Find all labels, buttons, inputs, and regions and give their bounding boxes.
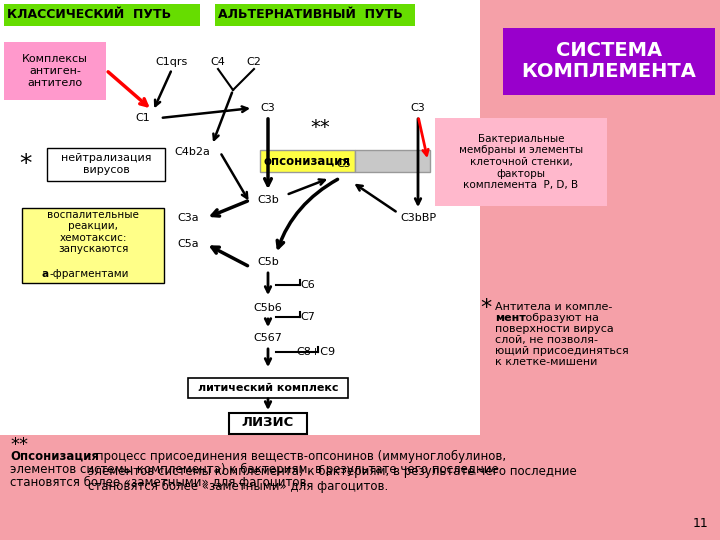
Text: C1qrs: C1qrs [156, 57, 188, 67]
Text: *: * [19, 152, 31, 176]
Text: C3: C3 [410, 103, 426, 113]
Text: C8+C9: C8+C9 [297, 347, 336, 357]
Text: Опсонизация: Опсонизация [10, 450, 99, 463]
Text: Антитела и компле-: Антитела и компле- [495, 302, 613, 312]
Text: АЛЬТЕРНАТИВНЫЙ  ПУТЬ: АЛЬТЕРНАТИВНЫЙ ПУТЬ [218, 9, 402, 22]
Text: C5: C5 [337, 159, 351, 169]
Text: ющий присоединяться: ющий присоединяться [495, 346, 629, 356]
Text: а: а [42, 269, 49, 279]
Bar [188, 378, 348, 398]
Text: нейтрализация
вирусов: нейтрализация вирусов [60, 153, 151, 175]
Text: C5a: C5a [177, 239, 199, 249]
Bar [4, 4, 200, 26]
Text: C6: C6 [301, 280, 315, 290]
Bar [47, 148, 165, 181]
Bar [355, 150, 430, 172]
Text: **: ** [10, 436, 28, 454]
Bar [503, 28, 715, 95]
Text: C3: C3 [261, 103, 275, 113]
Text: C567: C567 [253, 333, 282, 343]
Text: воспалительные
реакции,
хемотаксис:
запускаются: воспалительные реакции, хемотаксис: запу… [47, 210, 139, 254]
Text: Бактериальные
мембраны и элементы
клеточной стенки,
факторы
комплемента  P, D, B: Бактериальные мембраны и элементы клеточ… [459, 134, 583, 190]
Text: КЛАССИЧЕСКИЙ  ПУТЬ: КЛАССИЧЕСКИЙ ПУТЬ [7, 9, 171, 22]
Text: ЛИЗИС: ЛИЗИС [242, 416, 294, 429]
Text: *: * [480, 298, 491, 318]
Text: C4: C4 [210, 57, 225, 67]
Text: : процесс присоединения веществ-опсонинов (иммуноглобулинов,
элементов системы к: : процесс присоединения веществ-опсонино… [88, 450, 577, 494]
Text: C2: C2 [246, 57, 261, 67]
Text: слой, не позволя-: слой, не позволя- [495, 335, 598, 345]
Text: поверхности вируса: поверхности вируса [495, 324, 613, 334]
Bar [22, 208, 164, 283]
Text: C1: C1 [135, 113, 150, 123]
Text: опсонизация: опсонизация [264, 154, 351, 167]
Text: Комплексы
антиген-
антитело: Комплексы антиген- антитело [22, 55, 88, 87]
Text: элементов системы комплемента) к бактериям, в результате чего последние: элементов системы комплемента) к бактери… [10, 463, 499, 476]
Text: C3a: C3a [177, 213, 199, 223]
Bar [4, 42, 106, 100]
Text: C7: C7 [300, 312, 315, 322]
Bar [0, 0, 480, 435]
Text: СИСТЕМА
КОМПЛЕМЕНТА: СИСТЕМА КОМПЛЕМЕНТА [521, 41, 696, 81]
Text: образуют на: образуют на [522, 313, 599, 323]
Text: C3b: C3b [257, 195, 279, 205]
Text: C3bBP: C3bBP [400, 213, 436, 223]
Text: C5b: C5b [257, 257, 279, 267]
Text: становятся более «заметными» для фагоцитов.: становятся более «заметными» для фагоцит… [10, 476, 310, 489]
Text: C4b2a: C4b2a [174, 147, 210, 157]
Text: к клетке-мишени: к клетке-мишени [495, 357, 598, 367]
Text: -фрагментами: -фрагментами [49, 269, 128, 279]
Bar [435, 118, 607, 206]
Text: 11: 11 [692, 517, 708, 530]
Text: литический комплекс: литический комплекс [198, 383, 338, 393]
Bar [215, 4, 415, 26]
Bar [260, 150, 355, 172]
Bar [229, 413, 307, 434]
Text: мент: мент [495, 313, 526, 323]
Text: **: ** [310, 118, 330, 138]
Text: C5b6: C5b6 [253, 303, 282, 313]
